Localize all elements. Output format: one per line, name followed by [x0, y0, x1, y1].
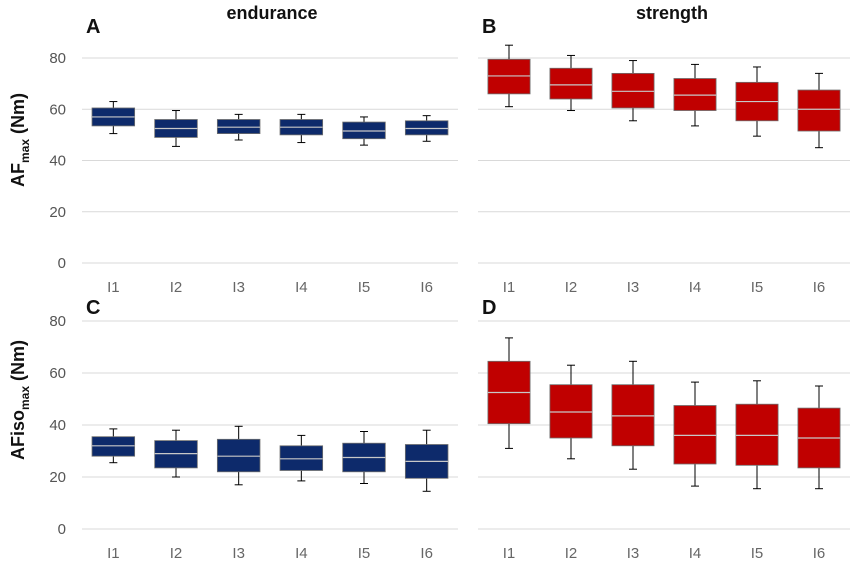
x-tick-label-i5: I5 [358, 545, 371, 561]
panel-d: D I1 I2 I3 I4 I5 I6 [478, 297, 850, 561]
box-i4 [280, 114, 323, 142]
y-axis-label-top-unit: (Nm) [8, 93, 28, 139]
panel-b: B I1 I2 I3 I4 I5 I6 [478, 16, 850, 296]
x-tick-label-i1: I1 [503, 545, 516, 561]
box-i3 [217, 114, 260, 140]
box-i4 [674, 382, 716, 486]
x-tick-label-i2: I2 [565, 545, 578, 561]
x-tick-label-i3: I3 [232, 545, 245, 561]
column-title-strength: strength [636, 3, 708, 23]
box-iqr [612, 385, 654, 446]
box-i2 [550, 55, 592, 110]
box-i6 [798, 73, 840, 147]
y-tick-label: 80 [49, 50, 66, 67]
x-tick-label-i5: I5 [358, 279, 371, 296]
y-tick-label: 80 [49, 313, 66, 330]
box-i5 [736, 381, 778, 489]
box-i2 [155, 111, 198, 147]
x-tick-label-i6: I6 [420, 279, 433, 296]
y-tick-label: 20 [49, 469, 66, 486]
panel-letter-d: D [482, 297, 496, 319]
y-axis-label-top-sub: max [18, 139, 32, 163]
y-axis-label-top-main: AF [8, 163, 28, 187]
x-tick-label-i1: I1 [107, 279, 120, 296]
y-axis-label-bottom-unit: (Nm) [8, 340, 28, 386]
y-axis-label-bottom-sub: max [18, 386, 32, 410]
y-tick-label: 60 [49, 365, 66, 382]
x-tick-label-i3: I3 [232, 279, 245, 296]
box-plot-figure: endurance strength AFmax (Nm) AFisomax (… [0, 0, 858, 561]
y-tick-label: 40 [49, 153, 66, 170]
y-axis-label-bottom: AFisomax (Nm) [8, 340, 32, 460]
x-tick-label-i2: I2 [170, 279, 183, 296]
box-i5 [736, 67, 778, 136]
x-tick-label-i5: I5 [751, 279, 764, 296]
y-axis-label-top: AFmax (Nm) [8, 93, 32, 187]
box-i5 [343, 432, 386, 484]
box-iqr [405, 121, 448, 135]
box-i3 [612, 61, 654, 121]
box-iqr [674, 79, 716, 111]
x-tick-label-i4: I4 [689, 545, 702, 561]
box-iqr [674, 406, 716, 465]
y-tick-label: 20 [49, 204, 66, 221]
box-i4 [674, 64, 716, 126]
box-iqr [92, 437, 135, 457]
box-i6 [798, 386, 840, 489]
x-tick-label-i6: I6 [813, 279, 826, 296]
panel-letter-a: A [86, 16, 100, 38]
y-tick-label: 60 [49, 101, 66, 118]
box-i1 [92, 102, 135, 134]
y-axis-label-bottom-main: AFiso [8, 410, 28, 460]
box-i3 [612, 361, 654, 469]
x-tick-label-i3: I3 [627, 279, 640, 296]
box-i3 [217, 426, 260, 485]
box-iqr [217, 439, 260, 472]
box-i6 [405, 430, 448, 491]
box-i6 [405, 116, 448, 142]
column-title-endurance: endurance [226, 3, 317, 23]
y-tick-label: 0 [58, 521, 66, 538]
box-iqr [343, 122, 386, 139]
x-tick-label-i1: I1 [107, 545, 120, 561]
box-iqr [612, 73, 654, 108]
box-i2 [155, 430, 198, 477]
x-tick-label-i2: I2 [565, 279, 578, 296]
x-tick-label-i3: I3 [627, 545, 640, 561]
y-tick-label: 0 [58, 255, 66, 272]
panel-letter-c: C [86, 297, 100, 319]
box-i1 [488, 45, 530, 107]
box-iqr [280, 446, 323, 471]
x-tick-label-i4: I4 [295, 545, 308, 561]
box-iqr [736, 404, 778, 465]
x-tick-label-i6: I6 [420, 545, 433, 561]
panel-c: C 0 20 40 60 80 I1 I2 I3 I4 I5 I6 [49, 297, 458, 561]
x-tick-label-i2: I2 [170, 545, 183, 561]
box-i1 [92, 429, 135, 463]
box-iqr [798, 90, 840, 131]
panel-letter-b: B [482, 16, 496, 38]
box-i5 [343, 117, 386, 145]
x-tick-label-i4: I4 [689, 279, 702, 296]
panels-layer: A 0 20 40 60 80 I1 I2 I3 I4 I5 I6 B I1 I2 I3 I4 I5 I6 C 0 20 4… [49, 16, 850, 561]
x-tick-label-i1: I1 [503, 279, 516, 296]
box-iqr [550, 68, 592, 99]
x-tick-label-i6: I6 [813, 545, 826, 561]
box-i1 [488, 338, 530, 449]
box-i4 [280, 435, 323, 481]
box-i2 [550, 365, 592, 459]
panel-a: A 0 20 40 60 80 I1 I2 I3 I4 I5 I6 [49, 16, 458, 296]
box-iqr [155, 441, 198, 468]
box-iqr [217, 120, 260, 134]
y-tick-label: 40 [49, 417, 66, 434]
x-tick-label-i5: I5 [751, 545, 764, 561]
x-tick-label-i4: I4 [295, 279, 308, 296]
box-iqr [550, 385, 592, 438]
box-iqr [488, 59, 530, 94]
